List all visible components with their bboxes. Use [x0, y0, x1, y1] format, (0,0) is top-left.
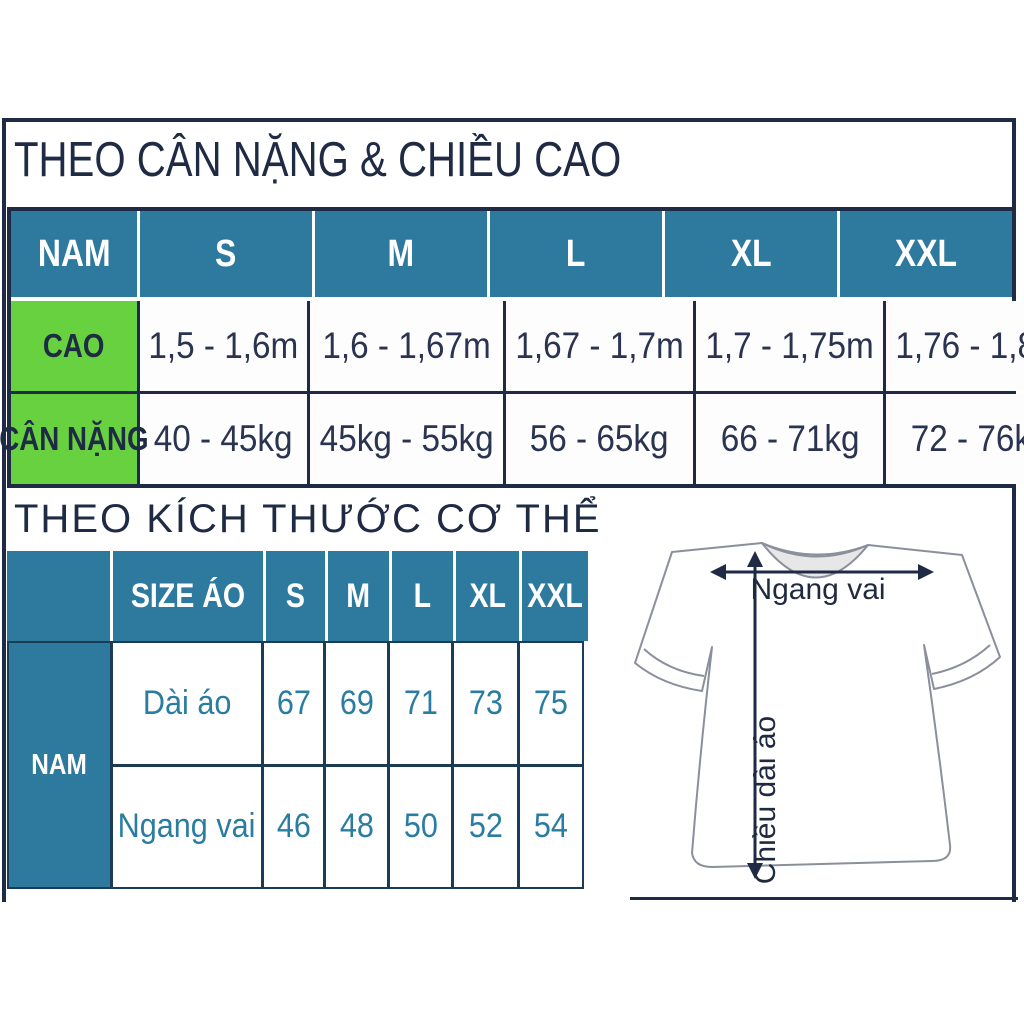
header-cell-s: S — [140, 211, 312, 297]
length-value-xl: 73 — [454, 643, 517, 764]
shoulder-arrowhead-right — [918, 564, 934, 580]
shoulder-arrowhead-left — [710, 564, 726, 580]
row-label-shirt-length: Dài áo — [113, 643, 261, 764]
section1-title: THEO CÂN NẶNG & CHIỀU CAO — [14, 133, 622, 187]
shirt-length-label: Chiều dài áo — [749, 716, 782, 884]
header-cell-empty — [7, 551, 110, 641]
weight-height-table: NAM S M L XL XXL CAO 1,5 - 1,6m 1,6 - 1,… — [0, 207, 1024, 488]
shoulder-value-l: 50 — [390, 766, 451, 887]
weight-value-l: 56 - 65kg — [505, 394, 694, 484]
row-label-weight: CÂN NẶNG — [0, 394, 149, 484]
header-cell-xxl: XXL — [522, 551, 589, 641]
height-value-xl: 1,7 - 1,75m — [696, 301, 884, 391]
length-value-s: 67 — [264, 643, 323, 764]
length-value-l: 71 — [390, 643, 451, 764]
header-cell-l: L — [392, 551, 453, 641]
header-cell-l: L — [490, 211, 662, 297]
weight-value-xxl: 72 - 76kg — [886, 394, 1024, 484]
row-label-height: CAO — [11, 301, 137, 391]
header-cell-m: M — [328, 551, 389, 641]
tshirt-outline — [634, 542, 1001, 868]
outer-frame — [2, 118, 1016, 902]
header-cell-s: S — [266, 551, 325, 641]
group-label-nam: NAM — [9, 643, 110, 887]
header-cell-xl: XL — [665, 211, 837, 297]
length-arrowhead-bottom — [747, 863, 763, 879]
header-cell-nam: NAM — [11, 211, 137, 297]
body-size-table-header: SIZE ÁO S M L XL XXL — [7, 551, 589, 641]
height-value-s: 1,5 - 1,6m — [140, 301, 307, 391]
header-cell-size-ao: SIZE ÁO — [113, 551, 263, 641]
weight-value-xl: 66 - 71kg — [696, 394, 884, 484]
header-cell-xl: XL — [456, 551, 519, 641]
header-cell-m: M — [315, 211, 487, 297]
outer-frame-bottom-line — [630, 897, 1018, 900]
height-value-m: 1,6 - 1,67m — [309, 301, 503, 391]
shoulder-value-xl: 52 — [454, 766, 517, 887]
height-value-l: 1,67 - 1,7m — [505, 301, 694, 391]
weight-value-s: 40 - 45kg — [140, 394, 307, 484]
row-label-shoulder-width: Ngang vai — [113, 766, 261, 887]
tshirt-measurement-diagram: Ngang vai Chiều dài áo — [634, 542, 1001, 884]
length-value-xxl: 75 — [520, 643, 582, 764]
length-arrowhead-top — [747, 551, 763, 567]
shoulder-value-xxl: 54 — [520, 766, 582, 887]
right-cuff-line — [931, 644, 991, 675]
shoulder-width-label: Ngang vai — [750, 573, 885, 606]
weight-height-table-body: CAO 1,5 - 1,6m 1,6 - 1,67m 1,67 - 1,7m 1… — [0, 301, 1024, 484]
weight-value-m: 45kg - 55kg — [309, 394, 503, 484]
section2-title: THEO KÍCH THƯỚC CƠ THỂ — [14, 497, 602, 541]
header-cell-xxl: XXL — [840, 211, 1012, 297]
shoulder-value-m: 48 — [326, 766, 387, 887]
left-cuff-line — [643, 648, 705, 677]
body-size-table-body: NAM Dài áo 67 69 71 73 75 Ngang vai 46 4… — [7, 641, 584, 889]
height-value-xxl: 1,76 - 1,8m — [886, 301, 1024, 391]
weight-height-table-header: NAM S M L XL XXL — [11, 211, 1012, 301]
length-value-m: 69 — [326, 643, 387, 764]
shoulder-value-s: 46 — [264, 766, 323, 887]
